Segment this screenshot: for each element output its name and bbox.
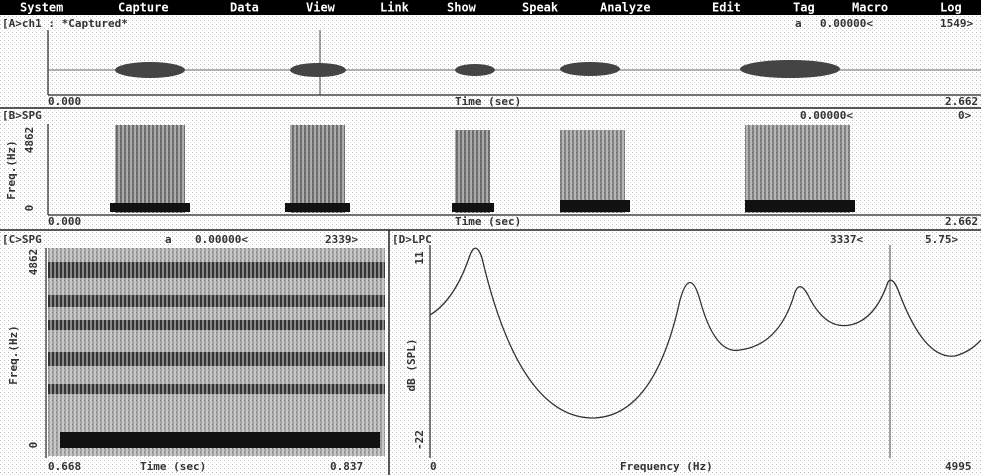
x-label: Time (sec) [140, 460, 206, 473]
waveform [115, 60, 840, 78]
x-end: 4995 [945, 460, 972, 473]
x-start: 0.000 [48, 215, 81, 228]
menu-item[interactable]: Data [230, 1, 259, 15]
panel-header: [A>ch1 : *Captured* [2, 17, 128, 30]
cursor-marker: a [795, 17, 802, 30]
x-start: 0.668 [48, 460, 81, 473]
menu-background [0, 0, 981, 15]
menu-item[interactable]: Tag [793, 1, 815, 15]
menu-item[interactable]: Speak [522, 1, 559, 15]
menu-item[interactable]: System [20, 1, 63, 15]
spectrogram [110, 125, 855, 213]
y-bottom: -22 [413, 430, 426, 450]
cursor-position: 0.00000< [800, 109, 853, 122]
x-label: Time (sec) [455, 95, 521, 108]
x-start: 0 [430, 460, 437, 473]
spectrogram [48, 248, 385, 456]
y-bottom: 0 [27, 442, 40, 449]
y-label: Freq.(Hz) [7, 325, 20, 385]
cursor-marker: a [165, 233, 172, 246]
menu-item[interactable]: Capture [118, 1, 169, 15]
menu-item[interactable]: Analyze [600, 1, 651, 15]
menu-item[interactable]: Edit [712, 1, 741, 15]
panel-lpc: [D>LPC 3337< 5.75> dB (SPL) 11 -22 0 Fre… [392, 233, 981, 473]
y-label: Freq.(Hz) [5, 140, 18, 200]
menu-item[interactable]: Show [447, 1, 477, 15]
cursor-position: 0.00000< [820, 17, 873, 30]
menu-item[interactable]: Link [380, 1, 410, 15]
menu-item[interactable]: Log [940, 1, 962, 15]
x-label: Time (sec) [455, 215, 521, 228]
y-bottom: 0 [23, 205, 36, 212]
x-end: 2.662 [945, 95, 978, 108]
panel-spectrogram: [B>SPG 0.00000< 0> Freq.(Hz) 4862 0 0.00… [2, 109, 981, 228]
panel-waveform: [A>ch1 : *Captured* a 0.00000< 1549> 0.0… [2, 17, 981, 108]
y-label: dB (SPL) [405, 339, 418, 392]
x-start: 0.000 [48, 95, 81, 108]
cursor-count: 1549> [940, 17, 973, 30]
cursor-count: 5.75> [925, 233, 958, 246]
x-end: 2.662 [945, 215, 978, 228]
menu-bar: System Capture Data View Link Show Speak… [0, 0, 981, 15]
panel-header: [C>SPG [2, 233, 42, 246]
y-top: 4862 [23, 127, 36, 154]
panel-spectrogram-zoom: [C>SPG a 0.00000< 2339> Freq.(Hz) 4862 0… [2, 233, 385, 473]
menu-item[interactable]: Macro [852, 1, 888, 15]
cursor-position: 3337< [830, 233, 863, 246]
x-label: Frequency (Hz) [620, 460, 713, 473]
y-top: 11 [413, 251, 426, 265]
menu-item[interactable]: View [306, 1, 336, 15]
y-top: 4862 [27, 249, 40, 276]
x-end: 0.837 [330, 460, 363, 473]
lpc-curve [429, 247, 981, 419]
panel-header: [B>SPG [2, 109, 42, 122]
cursor-count: 0> [958, 109, 972, 122]
panel-header: [D>LPC [392, 233, 432, 246]
cursor-position: 0.00000< [195, 233, 248, 246]
cursor-count: 2339> [325, 233, 358, 246]
